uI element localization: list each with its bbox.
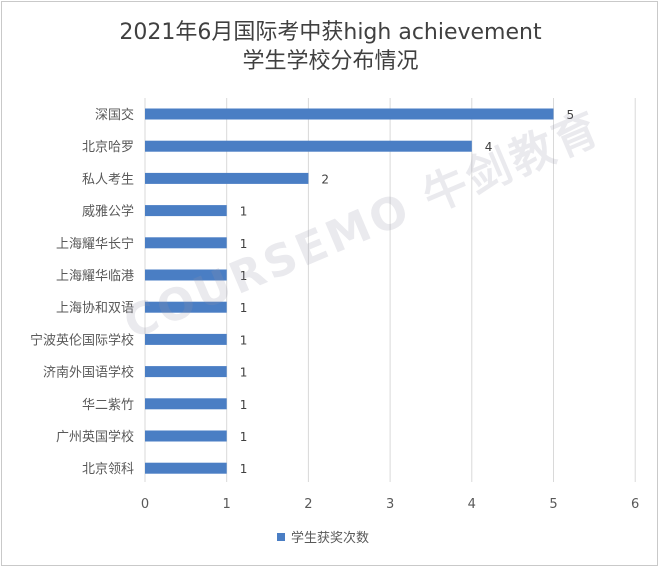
bar [145,430,227,442]
bar [145,269,227,281]
category-label: 私人考生 [82,172,134,187]
data-label: 4 [485,140,493,154]
category-label: 北京哈罗 [82,140,134,155]
data-label: 1 [240,430,248,444]
category-label: 威雅公学 [82,204,134,220]
data-label: 1 [240,205,248,219]
legend-label: 学生获奖次数 [291,530,369,546]
data-label: 1 [240,366,248,380]
data-label: 1 [240,269,248,283]
data-label: 1 [240,301,248,315]
data-label: 5 [567,108,575,122]
category-label: 华二紫竹 [82,398,134,413]
data-label: 1 [240,398,248,412]
x-tick-label: 1 [223,497,231,512]
category-label: 上海耀华临港 [56,269,134,284]
category-label: 济南外国语学校 [43,365,134,381]
x-tick-label: 0 [141,497,149,512]
data-label: 2 [321,172,329,186]
category-label: 宁波英伦国际学校 [30,332,134,348]
x-tick-label: 6 [631,497,639,512]
data-label: 1 [240,462,248,476]
category-label: 北京领科 [82,462,134,477]
bar [145,462,227,474]
x-tick-label: 5 [549,497,557,512]
legend-swatch [277,533,285,541]
category-label: 上海协和双语 [56,301,134,316]
bar [145,398,227,410]
category-label: 深国交 [95,107,134,123]
chart-title-line2: 学生学校分布情况 [242,49,419,74]
category-label: 广州英国学校 [56,429,134,445]
bar [145,237,227,249]
bar [145,301,227,313]
bar [145,333,227,345]
chart-title-line1: 2021年6月国际考中获high achievement [119,20,542,45]
data-label: 1 [240,333,248,347]
data-label: 1 [240,237,248,251]
x-tick-label: 4 [468,497,476,512]
x-tick-label: 3 [386,497,394,512]
bar [145,108,554,120]
bar [145,366,227,378]
bar [145,172,309,184]
chart-title: 2021年6月国际考中获high achievement 学生学校分布情况 [0,18,661,76]
bar [145,140,472,152]
x-tick-label: 2 [304,497,312,512]
bar [145,205,227,217]
category-label: 上海耀华长宁 [56,236,134,252]
